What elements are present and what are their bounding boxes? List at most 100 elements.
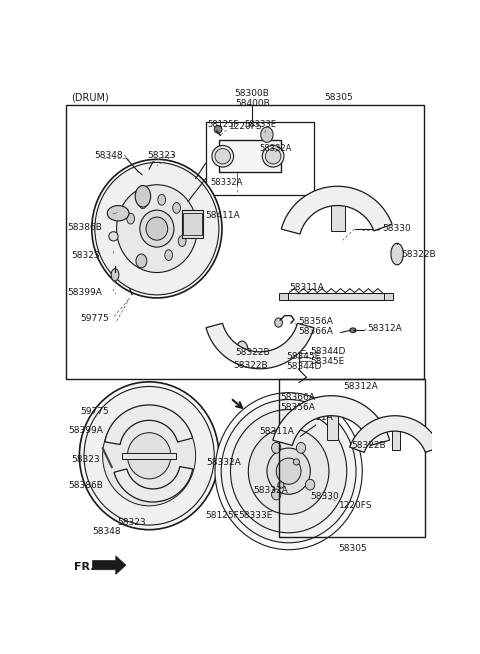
Bar (384, 292, 393, 300)
Ellipse shape (111, 269, 119, 281)
Text: 58305: 58305 (338, 543, 367, 553)
Text: 58411A: 58411A (205, 211, 240, 220)
Ellipse shape (367, 424, 375, 432)
Ellipse shape (261, 127, 273, 143)
Ellipse shape (374, 217, 382, 225)
Ellipse shape (391, 243, 403, 265)
Polygon shape (114, 466, 192, 502)
Text: 58333E: 58333E (244, 120, 276, 129)
Polygon shape (281, 186, 392, 234)
Text: 58332A: 58332A (253, 486, 288, 495)
Ellipse shape (262, 145, 284, 167)
Ellipse shape (214, 126, 222, 133)
Ellipse shape (103, 405, 196, 506)
Polygon shape (206, 323, 314, 369)
Ellipse shape (276, 458, 301, 484)
Ellipse shape (244, 353, 252, 360)
Ellipse shape (305, 479, 315, 490)
Polygon shape (273, 396, 390, 445)
Text: FR.: FR. (74, 562, 95, 572)
Text: 58332A: 58332A (259, 144, 291, 153)
Text: 1220FS: 1220FS (229, 122, 263, 131)
Ellipse shape (395, 422, 401, 428)
Ellipse shape (325, 195, 333, 202)
Ellipse shape (165, 250, 172, 260)
Text: 58399A: 58399A (68, 426, 103, 436)
Bar (183, 213, 202, 235)
Ellipse shape (146, 217, 168, 240)
Text: 58386B: 58386B (68, 222, 103, 232)
Ellipse shape (127, 213, 134, 224)
Text: 58125F: 58125F (205, 511, 239, 520)
Text: 58345E: 58345E (311, 357, 345, 366)
Text: 58386B: 58386B (68, 481, 103, 490)
Ellipse shape (293, 459, 300, 465)
Ellipse shape (267, 448, 311, 494)
Text: 58344D: 58344D (286, 362, 322, 371)
Ellipse shape (278, 482, 284, 488)
Ellipse shape (296, 443, 306, 453)
Polygon shape (105, 405, 192, 445)
Text: 58323: 58323 (147, 151, 175, 160)
Text: 58330: 58330 (310, 492, 339, 501)
Ellipse shape (158, 194, 166, 205)
Ellipse shape (272, 443, 281, 453)
Ellipse shape (109, 232, 118, 241)
Text: 58356A: 58356A (299, 317, 334, 326)
Ellipse shape (272, 489, 281, 500)
Text: 58366A: 58366A (299, 326, 334, 336)
Ellipse shape (95, 162, 219, 295)
Ellipse shape (107, 205, 129, 221)
Ellipse shape (215, 148, 230, 164)
Text: 58322B: 58322B (235, 349, 269, 358)
Bar (122, 453, 176, 459)
Text: 58356A: 58356A (280, 404, 315, 412)
Ellipse shape (248, 428, 329, 514)
Text: 58322B: 58322B (351, 441, 386, 449)
Bar (181, 210, 204, 238)
Text: 58323: 58323 (72, 251, 100, 260)
Text: 58399A: 58399A (68, 288, 103, 297)
Bar (219, 140, 281, 173)
Text: 58411A: 58411A (299, 413, 333, 422)
Ellipse shape (307, 408, 314, 416)
Ellipse shape (135, 186, 151, 207)
Ellipse shape (84, 387, 214, 525)
Bar (393, 417, 400, 449)
Ellipse shape (215, 392, 362, 550)
Ellipse shape (127, 433, 171, 479)
Text: 59775: 59775 (80, 314, 109, 323)
Ellipse shape (117, 184, 197, 273)
Text: 58322B: 58322B (401, 250, 436, 258)
Text: 58330: 58330 (383, 224, 411, 233)
Text: 58312A: 58312A (344, 382, 378, 391)
Ellipse shape (357, 200, 365, 208)
Text: 1220FS: 1220FS (339, 502, 372, 510)
Text: (DRUM): (DRUM) (71, 92, 108, 102)
Text: 58305: 58305 (324, 93, 353, 102)
Ellipse shape (367, 431, 373, 437)
Text: 59775: 59775 (81, 407, 109, 417)
Ellipse shape (230, 409, 347, 533)
Bar (66, 105, 424, 379)
Text: 58366A: 58366A (280, 393, 315, 402)
Bar (331, 188, 345, 231)
Text: 58312A: 58312A (367, 324, 402, 334)
Ellipse shape (421, 436, 428, 442)
Text: 58311A: 58311A (289, 283, 324, 292)
Ellipse shape (340, 405, 348, 413)
Polygon shape (349, 416, 440, 453)
Bar (285, 292, 385, 300)
Text: 58323: 58323 (118, 518, 146, 527)
Ellipse shape (275, 318, 282, 327)
Ellipse shape (236, 341, 248, 362)
Ellipse shape (136, 254, 147, 268)
Ellipse shape (286, 426, 294, 434)
Text: 58322B: 58322B (234, 361, 268, 370)
Ellipse shape (300, 207, 309, 215)
Text: 58348: 58348 (94, 151, 123, 160)
Text: 58125F: 58125F (207, 120, 239, 129)
Text: 58344D: 58344D (311, 347, 346, 356)
Ellipse shape (178, 235, 186, 247)
Ellipse shape (221, 400, 356, 543)
